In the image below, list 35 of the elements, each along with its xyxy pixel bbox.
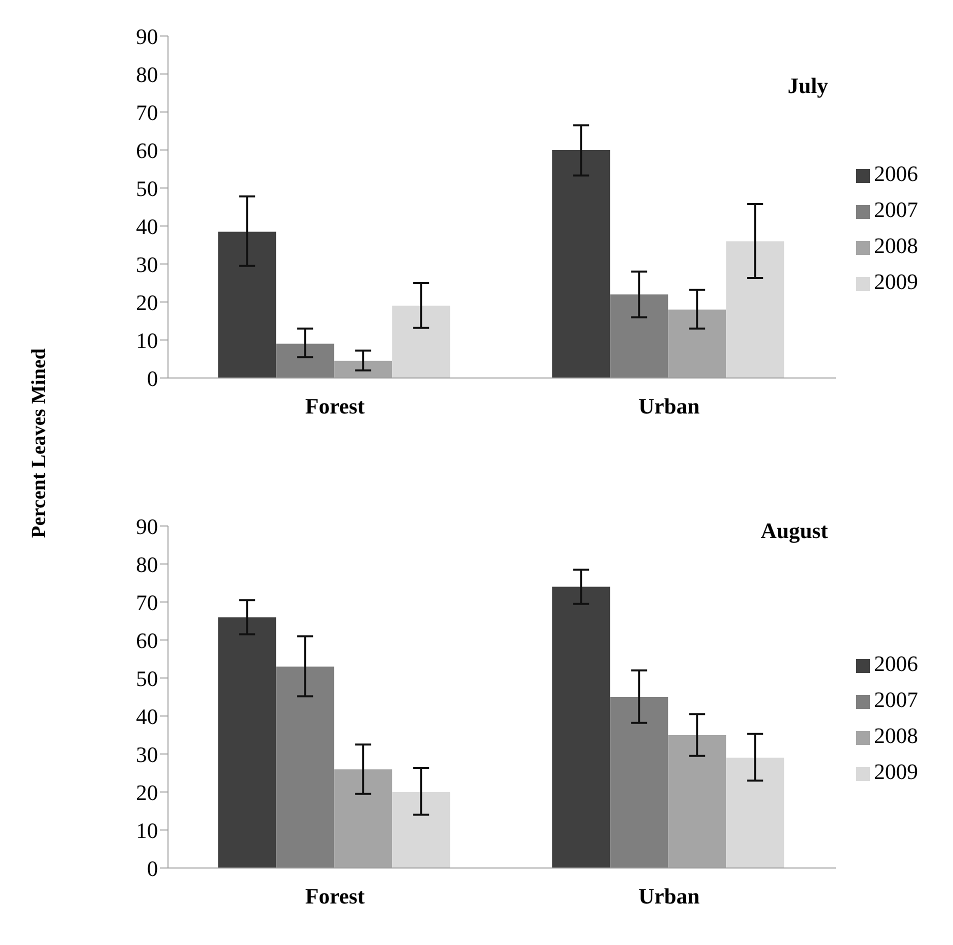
text: July	[788, 73, 828, 99]
y-tick-label: 20	[136, 780, 158, 805]
y-tick-label: 70	[136, 100, 158, 125]
legend-label: 2009	[874, 759, 918, 784]
y-tick-label: 30	[136, 252, 158, 277]
y-tick-label: 60	[136, 138, 158, 163]
y-axis-title: Percent Leaves Mined	[28, 348, 51, 538]
x-tick-label: Forest	[305, 394, 366, 419]
y-tick-label: 50	[136, 666, 158, 691]
y-tick-label: 90	[136, 24, 158, 49]
y-tick-label: 70	[136, 590, 158, 615]
legend-label: 2008	[874, 233, 918, 258]
legend-label: 2006	[874, 161, 918, 186]
legend-label: 2007	[874, 687, 918, 712]
y-tick-label: 40	[136, 214, 158, 239]
y-tick-label: 0	[147, 366, 158, 391]
y-tick-label: 60	[136, 628, 158, 653]
y-tick-label: 0	[147, 856, 158, 881]
legend-label: 2006	[874, 651, 918, 676]
y-tick-label: 80	[136, 62, 158, 87]
legend-label: 2007	[874, 197, 918, 222]
y-tick-label: 80	[136, 552, 158, 577]
y-tick-label: 10	[136, 818, 158, 843]
y-tick-label: 50	[136, 176, 158, 201]
x-tick-label: Urban	[638, 884, 700, 909]
legend-label: 2008	[874, 723, 918, 748]
y-tick-label: 10	[136, 328, 158, 353]
y-tick-label: 20	[136, 290, 158, 315]
y-tick-label: 30	[136, 742, 158, 767]
y-tick-label: 90	[136, 514, 158, 539]
x-tick-label: Forest	[305, 884, 366, 909]
y-tick-label: 40	[136, 704, 158, 729]
legend-label: 2009	[874, 269, 918, 294]
chart-title: August	[760, 518, 828, 544]
x-tick-label: Urban	[638, 394, 700, 419]
